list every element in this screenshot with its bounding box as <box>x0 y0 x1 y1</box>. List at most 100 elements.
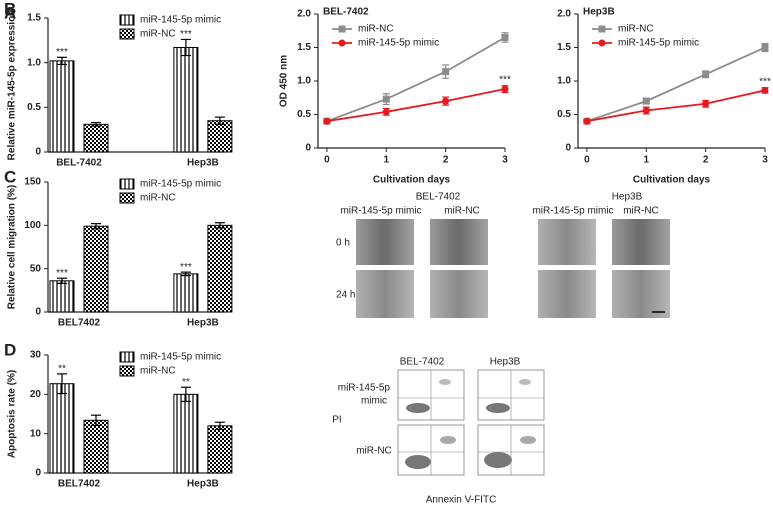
panel-label: C <box>4 167 16 186</box>
legend-marker <box>598 25 606 33</box>
dot-clouds <box>405 379 536 469</box>
y-axis-label: Relative miR-145-5p expression <box>7 10 18 161</box>
group-label: BEL-7402 <box>416 192 461 203</box>
legend-label: miR-NC <box>140 29 176 40</box>
x-tick-label: 3 <box>502 155 508 166</box>
row-label: 24 h <box>336 290 355 301</box>
y-tick-label: 10 <box>30 428 42 439</box>
image <box>356 270 414 318</box>
panel-label: A <box>4 3 16 22</box>
annotation: *** <box>759 76 771 87</box>
annotation: ** <box>58 364 66 375</box>
x-axis-label: Cultivation days <box>633 175 711 186</box>
bar <box>83 123 109 153</box>
legend-label: miR-NC <box>618 24 654 35</box>
bar <box>83 225 109 313</box>
bar <box>83 419 109 474</box>
legend-swatch <box>119 351 135 363</box>
legend-label: miR-145-5p mimic <box>140 352 221 363</box>
image <box>430 270 488 318</box>
line <box>326 88 506 123</box>
line <box>326 36 506 123</box>
marker <box>642 97 650 105</box>
legend-swatch <box>119 178 135 190</box>
legend-label: miR-NC <box>358 24 394 35</box>
y-tick-label: 50 <box>30 263 42 274</box>
panel-label: D <box>4 340 16 359</box>
marker <box>323 117 331 125</box>
y-tick-label: 30 <box>30 350 42 361</box>
x-tick-label: 0 <box>584 155 590 166</box>
y-axis-label: OD 450 nm <box>279 55 290 107</box>
y-tick-label: 0.5 <box>27 102 41 113</box>
gates <box>398 370 544 475</box>
annotation: *** <box>56 268 68 279</box>
legend-swatch <box>119 365 135 377</box>
x-tick-label: Hep3B <box>187 479 219 490</box>
column-label: miR-145-5p mimic <box>532 206 613 217</box>
y-tick-label: 2.0 <box>297 9 311 20</box>
y-tick-label: 0 <box>305 143 311 154</box>
marker <box>761 86 769 94</box>
row-label: 0 h <box>336 238 350 249</box>
y-tick-label: 1.0 <box>297 76 311 87</box>
axis-label: PI <box>332 415 341 426</box>
y-tick-label: 1.5 <box>297 42 311 53</box>
marker <box>583 117 591 125</box>
marker <box>761 44 769 51</box>
group-label: Hep3B <box>612 192 643 203</box>
marker <box>702 70 710 78</box>
y-tick-label: 100 <box>24 220 41 231</box>
y-tick-label: 0 <box>35 468 41 479</box>
legend-label: miR-145-5p mimic <box>140 15 221 26</box>
legend-swatch <box>119 192 135 204</box>
x-tick-label: BEL-7402 <box>56 158 102 169</box>
y-tick-label: 0.5 <box>557 109 571 120</box>
legend-swatch <box>119 28 135 40</box>
annotation: *** <box>180 262 192 273</box>
bar <box>49 60 75 153</box>
y-tick-label: 0 <box>565 143 571 154</box>
chart-title: Hep3B <box>583 7 615 18</box>
flow-images: BEL-7402 Hep3B miR-145-5p mimic miR-NC P… <box>332 357 545 506</box>
marker <box>501 33 509 41</box>
y-axis-label: Apoptosis rate (%) <box>7 370 18 458</box>
x-axis-label: Cultivation days <box>373 175 451 186</box>
annotation: ** <box>182 377 190 388</box>
bar <box>207 120 233 153</box>
axis-label: Annexin V-FITC <box>426 495 497 506</box>
x-tick-label: 1 <box>643 155 649 166</box>
image <box>538 219 596 265</box>
y-tick-label: 20 <box>30 389 42 400</box>
x-tick-label: BEL7402 <box>58 318 101 329</box>
x-tick-label: 2 <box>443 155 449 166</box>
annotation: *** <box>180 29 192 40</box>
row-label: mimic <box>361 396 387 407</box>
y-tick-label: 0 <box>35 147 41 158</box>
column-label: miR-145-5p mimic <box>340 206 421 217</box>
image <box>430 219 488 265</box>
y-tick-label: 0 <box>35 307 41 318</box>
bar <box>173 46 199 153</box>
y-tick-label: 2.0 <box>557 9 571 20</box>
image <box>356 219 414 265</box>
legend-label: miR-NC <box>140 366 176 377</box>
legend-swatch <box>119 14 135 26</box>
y-tick-label: 0.5 <box>297 109 311 120</box>
marker <box>442 68 450 76</box>
x-tick-label: 3 <box>762 155 768 166</box>
legend-marker <box>598 39 606 47</box>
chart-title: BEL-7402 <box>323 7 369 18</box>
panel-label: B <box>4 0 16 18</box>
marker <box>702 100 710 108</box>
row-label: miR-145-5p <box>338 383 391 394</box>
legend-marker <box>338 39 346 47</box>
marker <box>642 106 650 114</box>
row-label: miR-NC <box>356 446 392 457</box>
column-label: miR-NC <box>623 206 659 217</box>
y-tick-label: 150 <box>24 177 41 188</box>
migration-images: BEL-7402 Hep3B miR-145-5p mimic miR-NC m… <box>336 192 670 318</box>
bar <box>49 280 75 313</box>
marker <box>382 95 390 103</box>
